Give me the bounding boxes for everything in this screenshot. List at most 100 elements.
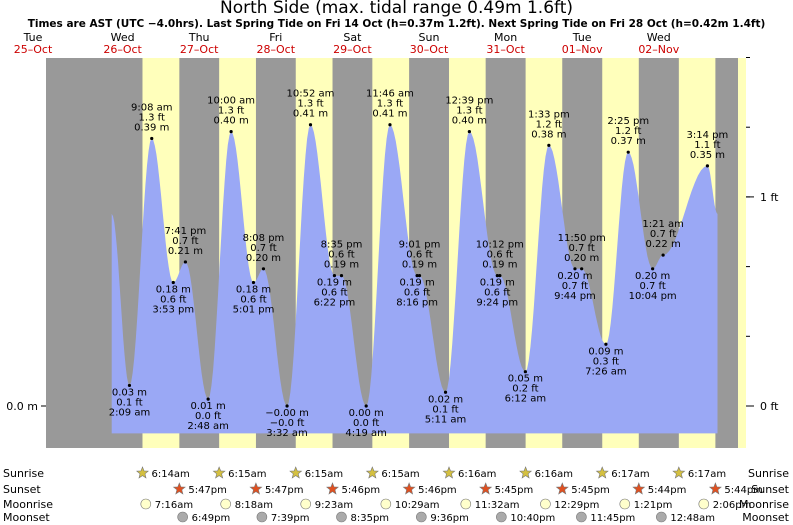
day-label: Sun 30–Oct [399, 32, 459, 56]
tide-label: 0.7 ft [250, 243, 276, 254]
tide-label: 0.18 m [156, 285, 191, 296]
tide-point [495, 274, 499, 278]
day-label: Mon 31–Oct [476, 32, 536, 56]
day-name: Tue [23, 31, 43, 44]
sunrise-time: 6:16am [458, 469, 496, 480]
sunrise-time: 6:16am [535, 469, 573, 480]
day-name: Sat [343, 31, 362, 44]
day-label: Fri 28–Oct [246, 32, 306, 56]
day-label: Wed 02–Nov [629, 32, 689, 56]
tide-label: 0.7 ft [650, 229, 676, 240]
tide-label: 3:32 am [266, 428, 308, 439]
tide-point [498, 274, 502, 278]
tide-label: 0.35 m [690, 150, 725, 161]
moonset-time: 12:48am [670, 513, 715, 524]
tide-point [251, 280, 256, 285]
day-date: 29–Oct [333, 43, 372, 56]
tide-label: 0.20 m [246, 253, 281, 264]
day-date: 26–Oct [103, 43, 142, 56]
day-date: 25–Oct [13, 43, 53, 56]
sunset-icon [708, 482, 722, 495]
sunset-icon [555, 482, 569, 495]
day-label: Tue 25–Oct [3, 32, 63, 56]
tide-label: 1.3 ft [456, 106, 482, 117]
tide-point [183, 260, 188, 264]
moonset-time: 7:39pm [271, 513, 310, 524]
tide-label: 1.3 ft [139, 112, 165, 123]
tide-label: 3:14 pm [687, 130, 729, 141]
tide-label: 6:22 pm [314, 298, 356, 309]
sunrise-icon [365, 466, 379, 479]
tide-label: −0.0 ft [270, 418, 305, 429]
day-name: Thu [188, 31, 210, 44]
tide-point [547, 143, 551, 147]
tide-label: 10:12 pm [476, 240, 524, 251]
tide-point [651, 267, 655, 271]
tide-label: 0.02 m [428, 394, 463, 405]
tide-label: 0.01 m [191, 401, 226, 412]
moonrise-row-label-right: Moonrise [739, 498, 789, 511]
sunset-time: 5:46pm [342, 485, 381, 496]
tide-label: −0.00 m [265, 408, 309, 419]
tide-label: 7:26 am [585, 366, 627, 377]
day-label: Sat 29–Oct [322, 32, 382, 56]
moonset-icon [416, 511, 427, 523]
sunset-icon [172, 482, 186, 495]
sunset-time: 5:47pm [188, 485, 227, 496]
day-date: 02–Nov [638, 43, 680, 56]
tide-label: 0.19 m [400, 278, 435, 289]
tide-label: 5:11 am [425, 414, 467, 425]
tide-label: 3:53 pm [152, 305, 194, 316]
tide-label: 0.19 m [317, 278, 352, 289]
tide-area [111, 124, 718, 434]
tide-point [261, 267, 266, 271]
tide-point [285, 404, 289, 408]
tide-label: 0.37 m [611, 136, 646, 147]
tide-label: 0.39 m [134, 122, 169, 133]
tide-label: 4:19 am [345, 428, 387, 439]
day-label: Thu 27–Oct [169, 32, 229, 56]
tide-point [523, 370, 527, 374]
tide-label: 9:01 pm [399, 240, 441, 251]
moonset-time: 10:40pm [510, 513, 555, 524]
tide-label: 0.7 ft [172, 236, 198, 247]
tide-label: 0.7 ft [639, 281, 665, 292]
moonrise-time: 11:32am [475, 500, 520, 511]
tide-label: 2:48 am [187, 421, 229, 432]
moonrise-icon [300, 498, 312, 510]
tide-label: 1.3 ft [377, 99, 403, 110]
tide-point [308, 123, 313, 127]
tide-label: 0.40 m [452, 116, 487, 127]
tide-label: 6:12 am [505, 394, 547, 405]
tide-label: 0.6 ft [404, 288, 430, 299]
moonset-time: 11:45pm [590, 513, 635, 524]
tide-label: 0.1 ft [116, 397, 142, 408]
sunrise-time: 6:15am [228, 469, 266, 480]
tide-label: 10:00 am [207, 96, 255, 107]
axis-strip [738, 58, 746, 448]
tide-point [580, 267, 584, 271]
sunset-row-label-right: Sunset [751, 483, 789, 496]
tide-label: 0.38 m [531, 129, 566, 140]
tide-point [339, 274, 344, 278]
tide-point [443, 390, 448, 394]
sunset-icon [326, 482, 339, 495]
tide-label: 0.21 m [168, 246, 203, 257]
tide-label: 2:09 am [109, 407, 151, 418]
sunrise-row-label-right: Sunrise [748, 467, 789, 480]
moonrise-time: 8:18am [235, 500, 273, 511]
moonrise-time: 10:29am [395, 500, 440, 511]
sunset-time: 5:47pm [265, 485, 304, 496]
tide-label: 10:04 pm [629, 291, 677, 302]
tide-label: 0.19 m [480, 278, 515, 289]
day-name: Mon [493, 31, 518, 44]
tide-label: 1.3 ft [297, 99, 323, 110]
tide-label: 0.6 ft [321, 288, 347, 299]
sunset-time: 5:45pm [495, 485, 534, 496]
sunrise-icon [289, 466, 303, 479]
tide-label: 0.41 m [372, 109, 407, 120]
sunset-time: 5:44pm [724, 485, 763, 496]
tide-label: 1:33 pm [528, 109, 570, 120]
moonset-icon [496, 511, 507, 523]
moonrise-row-label: Moonrise [3, 498, 53, 511]
